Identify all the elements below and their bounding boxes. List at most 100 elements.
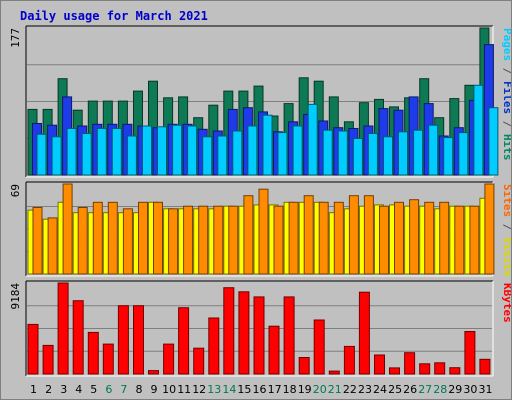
x-tick-label-day-6: 6 <box>105 383 112 396</box>
x-tick-label-day-31: 31 <box>479 383 493 396</box>
bar-pages-22 <box>352 138 363 176</box>
bar-pages-11 <box>187 125 198 176</box>
x-tick-label-day-29: 29 <box>448 383 462 396</box>
bar-kbytes-17 <box>268 325 280 375</box>
x-tick-label-day-10: 10 <box>162 383 176 396</box>
bar-pages-19 <box>307 103 318 176</box>
x-tick-label-day-30: 30 <box>463 383 477 396</box>
bar-kbytes-13 <box>208 317 220 375</box>
x-tick-label-day-16: 16 <box>253 383 267 396</box>
bar-sites-29 <box>454 205 465 275</box>
bar-pages-28 <box>443 137 454 176</box>
bar-kbytes-16 <box>253 296 265 375</box>
x-tick-label-day-3: 3 <box>60 383 67 396</box>
bar-sites-6 <box>107 201 118 275</box>
bar-pages-29 <box>458 132 469 176</box>
bar-sites-25 <box>394 201 404 275</box>
bar-kbytes-4 <box>72 300 84 375</box>
bar-kbytes-29 <box>449 367 461 375</box>
bar-pages-7 <box>126 135 137 176</box>
bar-pages-24 <box>383 136 393 176</box>
bar-pages-23 <box>367 133 378 176</box>
x-tick-label-day-27: 27 <box>418 383 432 396</box>
bar-sites-27 <box>424 201 435 275</box>
bar-sites-1 <box>32 207 43 275</box>
bar-pages-30 <box>473 84 484 176</box>
bar-kbytes-3 <box>57 282 69 375</box>
bar-pages-17 <box>277 132 288 176</box>
bar-sites-2 <box>47 217 58 275</box>
legend-entry: Visits <box>501 237 511 277</box>
bar-kbytes-12 <box>193 347 205 375</box>
bar-kbytes-7 <box>117 305 129 375</box>
bar-sites-19 <box>303 195 314 275</box>
x-tick-label-day-8: 8 <box>136 383 143 396</box>
bar-kbytes-30 <box>464 331 476 375</box>
bar-sites-17 <box>273 205 284 275</box>
bar-pages-4 <box>81 133 92 176</box>
bar-sites-3 <box>62 183 73 275</box>
bar-sites-13 <box>213 205 224 275</box>
bar-sites-7 <box>122 208 133 275</box>
legend-entry: / <box>501 114 511 134</box>
bar-pages-16 <box>262 114 273 176</box>
bar-pages-31 <box>488 107 499 176</box>
bar-kbytes-18 <box>283 296 295 375</box>
bar-sites-16 <box>258 188 269 275</box>
bar-sites-18 <box>288 201 299 275</box>
bar-kbytes-8 <box>133 305 144 375</box>
x-tick-label-day-18: 18 <box>283 383 297 396</box>
bar-kbytes-23 <box>358 291 370 375</box>
x-tick-label-day-5: 5 <box>90 383 97 396</box>
bar-sites-15 <box>243 195 254 275</box>
x-tick-label-day-2: 2 <box>45 383 52 396</box>
x-tick-label-day-11: 11 <box>177 383 191 396</box>
bar-kbytes-21 <box>328 370 340 375</box>
x-tick-label-day-1: 1 <box>30 383 37 396</box>
bar-pages-26 <box>413 129 424 176</box>
bar-pages-2 <box>51 136 62 176</box>
bar-kbytes-9 <box>148 370 159 375</box>
bar-pages-9 <box>157 126 167 176</box>
x-tick-label-day-28: 28 <box>433 383 447 396</box>
chart-title: Daily usage for March 2021 <box>20 9 208 23</box>
x-tick-label-day-19: 19 <box>298 383 312 396</box>
bar-kbytes-19 <box>298 357 310 375</box>
x-tick-label-day-12: 12 <box>192 383 206 396</box>
x-tick-label-day-7: 7 <box>120 383 127 396</box>
x-tick-label-day-20: 20 <box>313 383 327 396</box>
bar-sites-5 <box>92 201 103 275</box>
x-tick-label-day-4: 4 <box>75 383 82 396</box>
bar-kbytes-20 <box>313 319 325 375</box>
bar-sites-21 <box>333 201 344 275</box>
x-tick-label-day-26: 26 <box>403 383 417 396</box>
bar-kbytes-22 <box>343 345 355 375</box>
bar-sites-14 <box>228 205 239 275</box>
bar-kbytes-2 <box>42 344 54 375</box>
legend-entry: Pages <box>501 28 511 61</box>
x-tick-label-day-17: 17 <box>268 383 282 396</box>
y-axis-max-label: 177 <box>9 28 22 48</box>
bar-pages-10 <box>172 124 183 176</box>
bar-kbytes-14 <box>223 287 235 375</box>
x-tick-label-day-15: 15 <box>237 383 251 396</box>
bar-pages-21 <box>337 130 348 176</box>
bar-pages-3 <box>66 128 77 176</box>
bar-sites-8 <box>138 201 148 275</box>
legend-kbytes: KBytes <box>501 283 511 323</box>
bar-pages-8 <box>142 125 152 176</box>
bar-pages-20 <box>322 129 333 176</box>
bar-sites-28 <box>439 201 450 275</box>
legend-entry: / <box>501 61 511 81</box>
bar-sites-20 <box>318 201 329 275</box>
bar-sites-12 <box>198 205 209 275</box>
bar-sites-9 <box>153 201 163 275</box>
x-tick-label-day-24: 24 <box>373 383 387 396</box>
legend-sites-visits: Sites / Visits <box>501 184 511 277</box>
bar-pages-15 <box>247 125 258 176</box>
legend-entry: KBytes <box>501 283 511 323</box>
bar-pages-14 <box>232 130 243 176</box>
bar-sites-10 <box>168 208 179 275</box>
legend-entry: / <box>501 217 511 237</box>
bar-kbytes-28 <box>434 362 446 375</box>
